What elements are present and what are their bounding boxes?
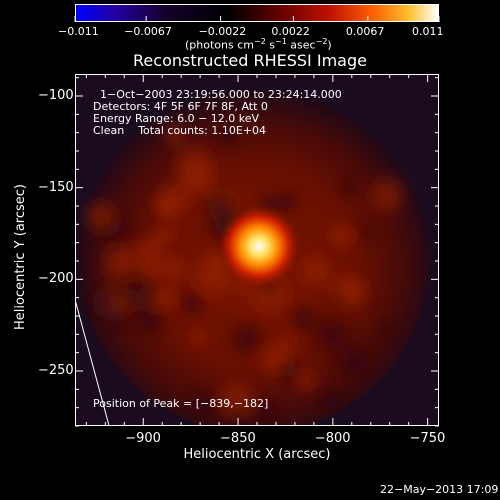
texture-blob (277, 331, 299, 353)
x-axis-label: Heliocentric X (arcsec) (183, 447, 331, 462)
texture-blob (337, 175, 361, 199)
solar-limb-line (76, 301, 110, 425)
texture-blob (327, 273, 365, 311)
texture-blob (363, 171, 411, 219)
colorbar-tick-label: −0.0022 (198, 25, 247, 38)
texture-blob (323, 217, 360, 254)
annotation-clean-counts: Clean Total counts: 1.10E+04 (93, 124, 267, 137)
texture-blob (181, 383, 223, 425)
texture-blob (375, 319, 399, 343)
annotation-detectors: Detectors: 4F 5F 6F 7F 8F, Att 0 (93, 100, 268, 113)
x-tick-label: −850 (220, 431, 256, 446)
peak-source (216, 204, 301, 289)
colorbar (75, 4, 439, 22)
colorbar-gradient (76, 5, 438, 21)
y-tick-label: −250 (38, 363, 74, 378)
annotation-energy-range: Energy Range: 6.0 − 12.0 keV (93, 112, 260, 125)
y-tick-label: −200 (38, 271, 74, 287)
texture-blob (292, 365, 321, 394)
texture-blob (113, 267, 166, 320)
texture-blob (160, 120, 189, 149)
x-tick-label: −900 (125, 431, 161, 446)
texture-blob (210, 374, 262, 425)
texture-blob (174, 286, 209, 321)
texture-blob (293, 247, 339, 294)
x-tick-label: −750 (409, 431, 446, 446)
colorbar-tick-label: 0.0067 (345, 25, 385, 38)
y-axis-label: Heliocentric Y (arcsec) (13, 184, 28, 330)
texture-blob (354, 221, 376, 243)
colorbar-tick-label: −0.011 (58, 25, 99, 38)
x-tick-label: −800 (314, 431, 351, 446)
colorbar-tick-label: 0.0022 (271, 25, 310, 38)
texture-blob (328, 335, 381, 388)
texture-blob (312, 382, 349, 419)
annotation-time-range: 1−Oct−2003 23:19:56.000 to 23:24:14.000 (100, 88, 342, 101)
texture-blob (285, 299, 322, 337)
colorbar-units: (photons cm−2 s−1 asec−2) (185, 37, 332, 52)
colorbar-tick-label: 0.011 (412, 25, 444, 38)
texture-blob (79, 195, 123, 238)
colorbar-tick-label: −0.0067 (124, 25, 172, 38)
colorbar-ticks (74, 16, 440, 22)
chart-title: Reconstructed RHESSI Image (133, 51, 367, 70)
plot-area (75, 74, 439, 426)
y-tick-label: −100 (38, 88, 74, 103)
texture-blob (212, 121, 243, 151)
texture-blob (227, 406, 248, 425)
texture-blob (151, 194, 175, 219)
texture-blob (186, 325, 209, 349)
annotation-peak-position: Position of Peak = [−839,−182] (93, 397, 269, 410)
heatmap-image (76, 75, 438, 425)
datestamp: 22−May−2013 17:09 (380, 483, 499, 496)
texture-blob (157, 251, 192, 286)
y-tick-label: −150 (38, 179, 74, 195)
